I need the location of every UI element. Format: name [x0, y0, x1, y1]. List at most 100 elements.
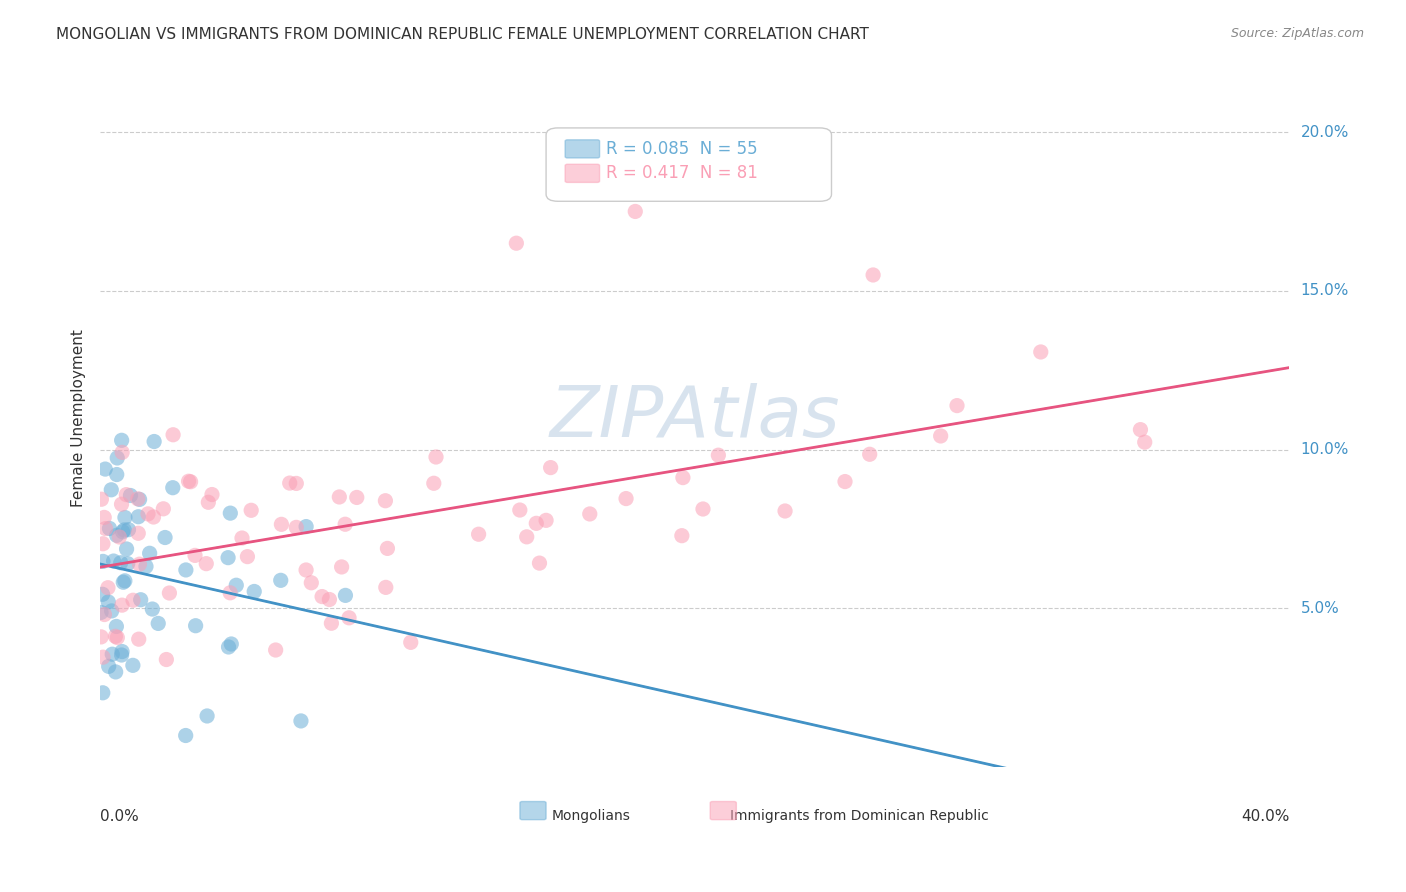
Immigrants from Dominican Republic [90, 492, 112, 507]
Immigrants from Dominican Republic [136, 507, 159, 521]
Immigrants from Dominican Republic [321, 616, 343, 631]
Immigrants from Dominican Republic [110, 497, 132, 511]
Mongolians [100, 604, 122, 618]
Immigrants from Dominican Republic [115, 488, 138, 502]
Text: ZIPAtlas: ZIPAtlas [550, 384, 839, 452]
Immigrants from Dominican Republic [692, 502, 714, 516]
Text: 10.0%: 10.0% [1301, 442, 1348, 458]
Immigrants from Dominican Republic [184, 549, 207, 563]
Immigrants from Dominican Republic [128, 557, 150, 571]
Text: 40.0%: 40.0% [1241, 809, 1289, 824]
Immigrants from Dominican Republic [240, 503, 263, 517]
Text: R = 0.417  N = 81: R = 0.417 N = 81 [606, 164, 758, 182]
Immigrants from Dominican Republic [195, 557, 218, 571]
Immigrants from Dominican Republic [1129, 423, 1152, 437]
Mongolians [295, 519, 318, 533]
Mongolians [135, 559, 157, 574]
FancyBboxPatch shape [520, 802, 546, 820]
Mongolians [221, 637, 243, 651]
Immigrants from Dominican Republic [180, 475, 202, 489]
Mongolians [114, 510, 136, 524]
Immigrants from Dominican Republic [128, 632, 150, 647]
Immigrants from Dominican Republic [505, 236, 527, 251]
Mongolians [217, 550, 239, 565]
Immigrants from Dominican Republic [399, 635, 422, 649]
Mongolians [122, 658, 145, 673]
Immigrants from Dominican Republic [467, 527, 489, 541]
Immigrants from Dominican Republic [162, 427, 184, 442]
Immigrants from Dominican Republic [104, 629, 127, 643]
Immigrants from Dominican Republic [671, 529, 693, 543]
Immigrants from Dominican Republic [285, 520, 308, 534]
Immigrants from Dominican Republic [278, 476, 301, 491]
Immigrants from Dominican Republic [423, 476, 446, 491]
Immigrants from Dominican Republic [295, 563, 318, 577]
Mongolians [141, 602, 163, 616]
Immigrants from Dominican Republic [97, 581, 120, 595]
Text: 15.0%: 15.0% [1301, 284, 1348, 298]
Text: 20.0%: 20.0% [1301, 125, 1348, 139]
Mongolians [103, 554, 125, 568]
Immigrants from Dominican Republic [614, 491, 637, 506]
Mongolians [138, 546, 160, 560]
Immigrants from Dominican Republic [672, 470, 695, 484]
Y-axis label: Female Unemployment: Female Unemployment [72, 329, 86, 507]
Immigrants from Dominican Republic [773, 504, 796, 518]
Immigrants from Dominican Republic [330, 560, 353, 574]
Immigrants from Dominican Republic [91, 650, 114, 665]
Mongolians [105, 528, 128, 542]
Immigrants from Dominican Republic [122, 593, 145, 607]
Mongolians [270, 574, 292, 588]
Immigrants from Dominican Republic [624, 204, 647, 219]
Immigrants from Dominican Republic [127, 491, 149, 506]
Immigrants from Dominican Republic [311, 590, 333, 604]
Mongolians [114, 574, 136, 588]
Mongolians [110, 648, 132, 662]
Immigrants from Dominican Republic [946, 399, 969, 413]
FancyBboxPatch shape [565, 164, 599, 183]
Mongolians [174, 729, 197, 743]
Immigrants from Dominican Republic [529, 556, 551, 570]
Mongolians [148, 616, 170, 631]
Immigrants from Dominican Republic [93, 607, 115, 622]
Mongolians [100, 483, 122, 497]
Mongolians [90, 606, 112, 620]
Mongolians [97, 659, 120, 673]
Text: MONGOLIAN VS IMMIGRANTS FROM DOMINICAN REPUBLIC FEMALE UNEMPLOYMENT CORRELATION : MONGOLIAN VS IMMIGRANTS FROM DOMINICAN R… [56, 27, 869, 42]
Mongolians [112, 575, 135, 590]
Mongolians [218, 640, 240, 654]
Immigrants from Dominican Republic [425, 450, 447, 464]
Immigrants from Dominican Republic [299, 575, 322, 590]
Immigrants from Dominican Republic [318, 592, 340, 607]
Mongolians [112, 523, 135, 537]
Immigrants from Dominican Republic [264, 643, 287, 657]
Mongolians [120, 488, 142, 502]
Immigrants from Dominican Republic [540, 460, 562, 475]
Mongolians [111, 644, 134, 658]
Mongolians [174, 563, 197, 577]
Mongolians [117, 557, 139, 571]
Immigrants from Dominican Republic [1029, 345, 1052, 359]
Mongolians [225, 578, 247, 592]
Mongolians [115, 541, 138, 556]
Mongolians [105, 450, 128, 465]
Immigrants from Dominican Republic [346, 491, 368, 505]
Text: Mongolians: Mongolians [553, 809, 631, 823]
Immigrants from Dominican Republic [197, 495, 219, 509]
Immigrants from Dominican Republic [534, 513, 557, 527]
Mongolians [110, 556, 132, 570]
Mongolians [290, 714, 312, 728]
FancyBboxPatch shape [565, 140, 599, 158]
Text: R = 0.085  N = 55: R = 0.085 N = 55 [606, 140, 758, 158]
Mongolians [94, 462, 117, 476]
Mongolians [129, 592, 152, 607]
Immigrants from Dominican Republic [91, 537, 114, 551]
Mongolians [97, 595, 120, 609]
Immigrants from Dominican Republic [834, 475, 856, 489]
Mongolians [128, 492, 150, 507]
Immigrants from Dominican Republic [90, 630, 112, 644]
Mongolians [117, 523, 139, 537]
Immigrants from Dominican Republic [108, 530, 131, 544]
Text: Source: ZipAtlas.com: Source: ZipAtlas.com [1230, 27, 1364, 40]
Immigrants from Dominican Republic [157, 586, 180, 600]
